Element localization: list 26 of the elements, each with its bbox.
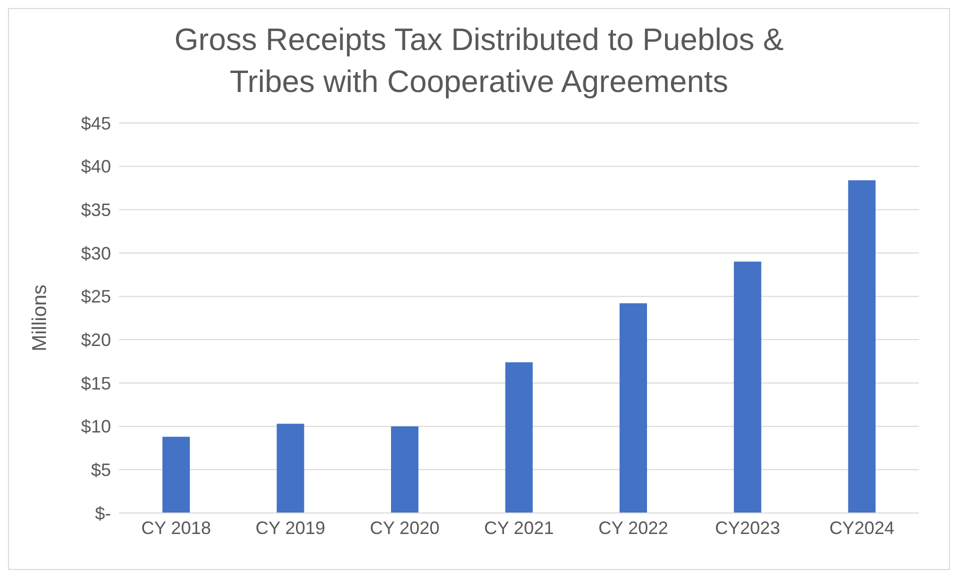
- bar: [162, 436, 190, 513]
- y-tick-label: $25: [80, 286, 111, 307]
- x-tick-label: CY2024: [829, 518, 894, 538]
- y-tick-label: $-: [94, 503, 111, 524]
- bar: [734, 262, 762, 513]
- x-tick-label: CY 2022: [598, 518, 668, 538]
- y-tick-label: $20: [80, 330, 111, 350]
- y-axis-title: Millions: [29, 284, 52, 352]
- y-tick-label: $35: [80, 200, 111, 220]
- x-tick-label: CY2023: [715, 518, 780, 538]
- x-tick-label: CY 2019: [256, 518, 326, 538]
- bar: [620, 303, 647, 513]
- bar: [391, 426, 418, 513]
- bar: [505, 362, 533, 513]
- y-tick-label: $5: [90, 460, 111, 480]
- bar: [848, 180, 876, 513]
- chart-title: Gross Receipts Tax Distributed to Pueblos & Tribes with Cooperative Agreements: [173, 21, 785, 101]
- bar: [276, 424, 304, 513]
- y-tick-label: $45: [80, 113, 111, 134]
- x-tick-label: CY 2021: [484, 518, 554, 538]
- x-tick-label: CY 2020: [370, 518, 440, 538]
- y-tick-label: $10: [80, 416, 111, 437]
- y-tick-label: $30: [80, 243, 111, 264]
- y-tick-label: $40: [80, 156, 111, 177]
- y-tick-label: $15: [80, 373, 111, 394]
- x-tick-label: CY 2018: [141, 518, 212, 538]
